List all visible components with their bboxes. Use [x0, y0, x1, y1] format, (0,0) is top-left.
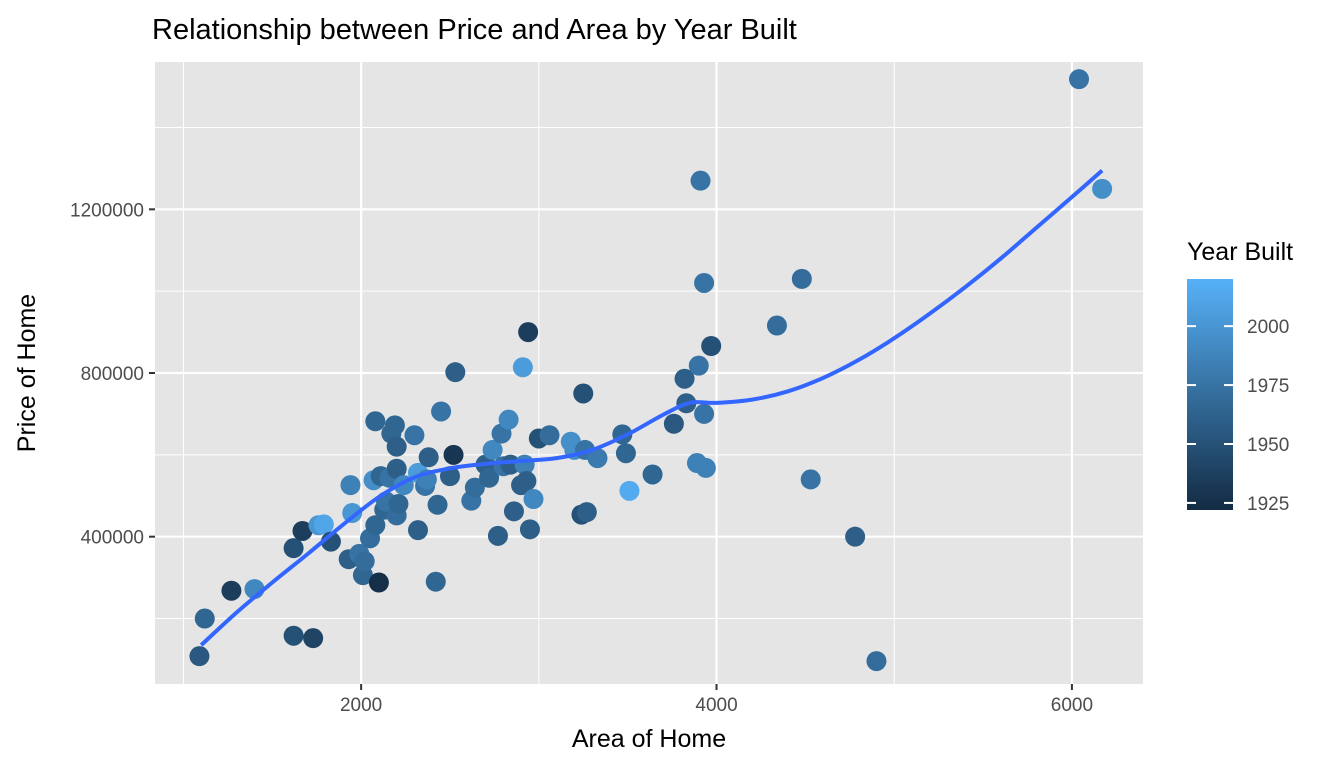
scatter-point — [189, 646, 210, 667]
scatter-point — [386, 458, 407, 479]
y-tick-label: 400000 — [81, 528, 144, 549]
scatter-point — [791, 268, 812, 289]
scatter-point — [340, 475, 361, 496]
chart-title: Relationship between Price and Area by Y… — [152, 14, 797, 46]
scatter-point — [690, 170, 711, 191]
color-legend: Year Built 1925 1950 1975 2000 — [1187, 238, 1293, 515]
legend-title: Year Built — [1187, 238, 1293, 266]
x-tick-label: 2000 — [340, 695, 382, 716]
scatter-point — [342, 502, 363, 523]
plot-panel — [155, 62, 1143, 684]
scatter-point — [283, 625, 304, 646]
scatter-point — [663, 413, 684, 434]
scatter-point — [512, 357, 533, 378]
scatter-point — [866, 651, 887, 672]
scatter-point — [695, 457, 716, 478]
scatter-point — [539, 425, 560, 446]
scatter-point — [1092, 178, 1113, 199]
scatter-point — [694, 403, 715, 424]
scatter-point — [443, 444, 464, 465]
scatter-point — [615, 443, 636, 464]
major-gridlines — [155, 62, 1143, 684]
y-axis: 400000 800000 1200000 — [70, 200, 155, 549]
legend-tick-label: 2000 — [1247, 317, 1289, 338]
scatter-point — [519, 519, 540, 540]
scatter-point — [354, 551, 375, 572]
legend-tick-label: 1925 — [1247, 494, 1289, 515]
scatter-point — [431, 401, 452, 422]
scatter-point — [283, 538, 304, 559]
scatter-point — [642, 464, 663, 485]
scatter-point — [619, 480, 640, 501]
scatter-point — [573, 383, 594, 404]
scatter-point — [701, 335, 722, 356]
y-tick-label: 1200000 — [70, 200, 144, 221]
scatter-point — [425, 571, 446, 592]
scatter-point — [404, 425, 425, 446]
scatter-point — [1069, 69, 1090, 90]
y-tick-label: 800000 — [81, 364, 144, 385]
scatter-point — [587, 448, 608, 469]
scatter-point — [418, 447, 439, 468]
scatter-point — [386, 436, 407, 457]
y-axis-title: Price of Home — [13, 294, 41, 452]
scatter-point — [516, 471, 537, 492]
x-axis-title: Area of Home — [572, 725, 726, 753]
legend-colorbar — [1187, 279, 1233, 510]
x-tick-label: 6000 — [1051, 695, 1093, 716]
scatter-point — [221, 580, 242, 601]
scatter-point — [576, 502, 597, 523]
scatter-point — [313, 514, 334, 535]
legend-ticks: 1925 1950 1975 2000 — [1187, 317, 1289, 515]
data-points — [189, 69, 1113, 672]
scatter-point — [292, 520, 313, 541]
scatter-point — [303, 628, 324, 649]
scatter-point — [479, 467, 500, 488]
scatter-point — [487, 525, 508, 546]
x-tick-label: 4000 — [695, 695, 737, 716]
scatter-point — [194, 608, 215, 629]
scatter-point — [766, 315, 787, 336]
scatter-point — [368, 572, 389, 593]
scatter-point — [688, 355, 709, 376]
legend-tick-label: 1950 — [1247, 435, 1289, 456]
scatter-point — [365, 515, 386, 536]
scatter-point — [445, 362, 466, 383]
scatter-point — [365, 411, 386, 432]
scatter-point — [388, 493, 409, 514]
scatter-point — [464, 477, 485, 498]
scatter-point — [427, 494, 448, 515]
scatter-point — [482, 439, 503, 460]
scatter-point — [694, 272, 715, 293]
scatter-point — [498, 409, 519, 430]
scatter-point — [674, 368, 695, 389]
x-axis: 2000 4000 6000 — [340, 684, 1093, 716]
legend-tick-label: 1975 — [1247, 376, 1289, 397]
scatter-point — [800, 469, 821, 490]
scatter-point — [407, 520, 428, 541]
scatter-point — [845, 526, 866, 547]
scatter-point — [518, 322, 539, 343]
scatter-point — [503, 501, 524, 522]
smooth-trend-line — [199, 168, 1104, 647]
scatter-point — [384, 415, 405, 436]
scatter-point — [523, 489, 544, 510]
